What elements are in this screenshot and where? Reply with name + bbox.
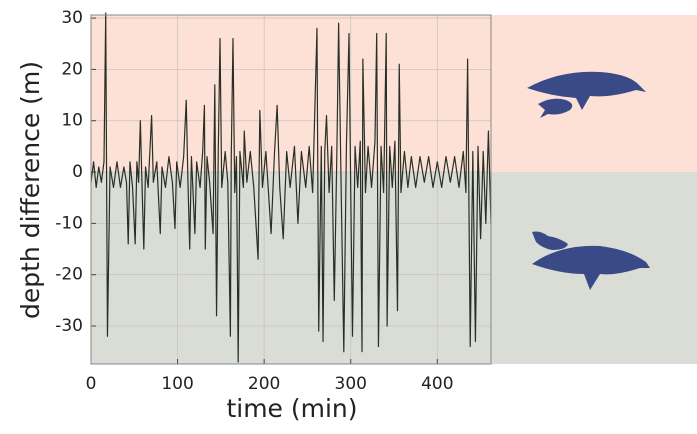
y-tick-label: 30 (61, 8, 83, 28)
background (91, 15, 697, 364)
x-axis-label: time (min) (226, 394, 357, 423)
y-tick-label: -30 (55, 316, 83, 336)
whale-up-icon (527, 71, 646, 118)
x-tick-label: 100 (161, 374, 193, 394)
x-tick-label: 400 (421, 374, 453, 394)
y-tick-label: 20 (61, 59, 83, 79)
y-tick-label: -10 (55, 213, 83, 233)
plot-area (90, 12, 492, 365)
y-axis-label: depth difference (m) (16, 61, 45, 319)
plot-frame (90, 14, 492, 365)
y-tick-label: 0 (72, 162, 83, 182)
whale-down-icon (532, 231, 650, 290)
x-tick-label: 200 (248, 374, 280, 394)
x-tick-label: 0 (86, 374, 97, 394)
y-tick-label: -20 (55, 265, 83, 285)
x-tick-label: 300 (335, 374, 367, 394)
data-line (90, 12, 492, 363)
y-tick-label: 10 (61, 111, 83, 131)
